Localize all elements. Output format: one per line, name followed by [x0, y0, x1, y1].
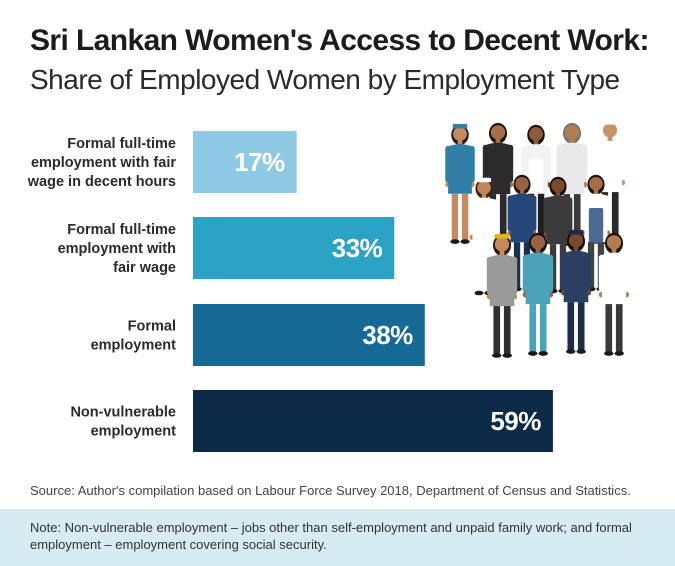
woman-figure-icon: [445, 123, 475, 244]
source-text: Source: Author's compilation based on La…: [30, 483, 631, 498]
woman-figure-icon: [556, 122, 588, 246]
category-label-2: Formal full-time employment with fair wage: [58, 222, 176, 276]
bar-2: [193, 217, 395, 279]
woman-figure-icon: [486, 233, 518, 358]
woman-figure-icon: [522, 232, 554, 356]
value-label-4: 59%: [490, 406, 541, 436]
bar-chart: 17% Formal full-time employment with fair w…: [27, 131, 553, 452]
category-label-4: Non-vulnerable employment: [70, 405, 176, 440]
woman-figure-icon: [560, 229, 592, 354]
woman-figure-icon: [598, 232, 630, 356]
value-label-1: 17%: [234, 147, 285, 177]
chart-subtitle: Share of Employed Women by Employment Ty…: [30, 64, 620, 95]
bar-1: [193, 131, 297, 193]
note-text: Note: Non-vulnerable employment – jobs o…: [30, 520, 632, 552]
category-label-3: Formal employment: [91, 319, 177, 354]
chart-title: Sri Lankan Women's Access to Decent Work…: [30, 24, 649, 57]
value-label-3: 38%: [362, 320, 413, 350]
bar-4: [193, 390, 553, 452]
women-workers-illustration: [445, 119, 630, 358]
value-label-2: 33%: [332, 233, 383, 263]
note-band: Note: Non-vulnerable employment – jobs o…: [0, 509, 675, 566]
bar-3: [193, 304, 425, 366]
category-label-1: Formal full-time employment with fair wage…: [27, 136, 177, 190]
